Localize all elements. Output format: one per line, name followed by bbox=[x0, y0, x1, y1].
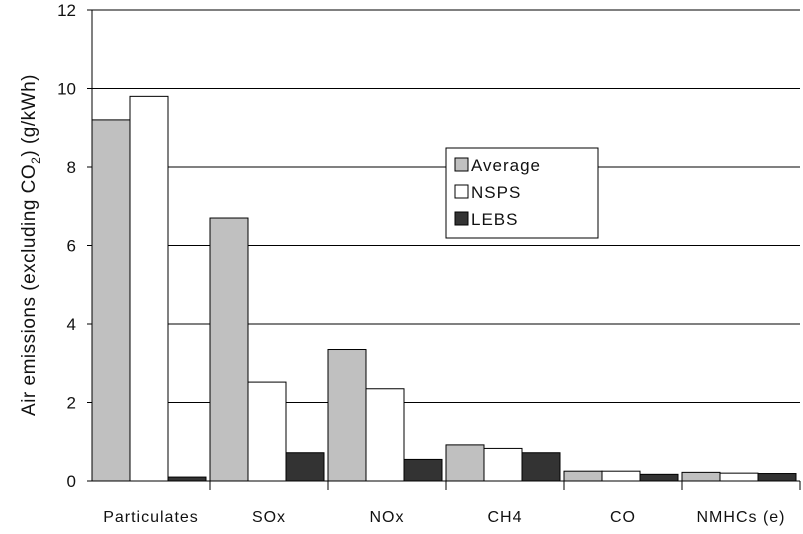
y-tick-label: 4 bbox=[67, 315, 76, 334]
legend-label-lebs: LEBS bbox=[471, 210, 518, 229]
bar-nsps-3 bbox=[483, 447, 523, 482]
legend-swatch-lebs bbox=[454, 211, 469, 226]
x-category-labels: Particulates SOx NOx CH4 CO NMHCs (e) bbox=[103, 509, 786, 526]
y-tick-label: 6 bbox=[67, 237, 76, 256]
bar-nsps-4 bbox=[601, 470, 641, 482]
bar-lebs-4 bbox=[639, 473, 679, 482]
x-category-label: SOx bbox=[252, 509, 286, 526]
bar-lebs-0 bbox=[167, 476, 207, 482]
bar-nsps-1 bbox=[247, 381, 287, 482]
y-tick-label: 8 bbox=[67, 158, 76, 177]
y-tick-label: 10 bbox=[57, 80, 76, 99]
y-tick-labels: 0 2 4 6 8 10 12 bbox=[57, 1, 76, 491]
x-category-label: Particulates bbox=[103, 509, 199, 526]
legend-label-average: Average bbox=[471, 156, 541, 175]
x-category-label: CH4 bbox=[487, 509, 522, 526]
bar-lebs-1 bbox=[285, 452, 325, 482]
y-tick-label: 2 bbox=[67, 394, 76, 413]
bar-nsps-0 bbox=[129, 95, 169, 482]
axes bbox=[87, 9, 801, 490]
x-category-label: CO bbox=[610, 509, 636, 526]
bar-average-4 bbox=[563, 470, 603, 482]
legend-swatch-nsps bbox=[454, 184, 469, 199]
y-axis-title-main: Air emissions (excluding CO bbox=[19, 164, 40, 416]
bar-lebs-5 bbox=[757, 473, 797, 482]
bar-lebs-2 bbox=[403, 458, 443, 482]
y-axis-title-subscript: 2 bbox=[29, 157, 43, 164]
legend-label-nsps: NSPS bbox=[471, 183, 521, 202]
bar-average-1 bbox=[209, 217, 249, 482]
y-axis-title-end: ) (g/kWh) bbox=[19, 74, 40, 157]
bar-average-5 bbox=[681, 471, 721, 482]
legend-box bbox=[445, 147, 599, 239]
x-category-label: NOx bbox=[370, 509, 405, 526]
x-category-label: NMHCs (e) bbox=[697, 509, 786, 526]
bar-nsps-2 bbox=[365, 388, 405, 482]
legend-swatch-average bbox=[454, 157, 469, 172]
bar-average-2 bbox=[327, 349, 367, 482]
bar-nsps-5 bbox=[719, 472, 759, 482]
bar-lebs-3 bbox=[521, 452, 561, 482]
y-tick-label: 0 bbox=[67, 472, 76, 491]
bar-average-3 bbox=[445, 444, 485, 482]
legend: Average NSPS LEBS bbox=[445, 147, 599, 239]
y-axis-title: Air emissions (excluding CO2) (g/kWh) bbox=[19, 74, 43, 416]
bar-average-0 bbox=[91, 119, 131, 482]
y-tick-label: 12 bbox=[57, 1, 76, 20]
bars bbox=[91, 95, 797, 482]
